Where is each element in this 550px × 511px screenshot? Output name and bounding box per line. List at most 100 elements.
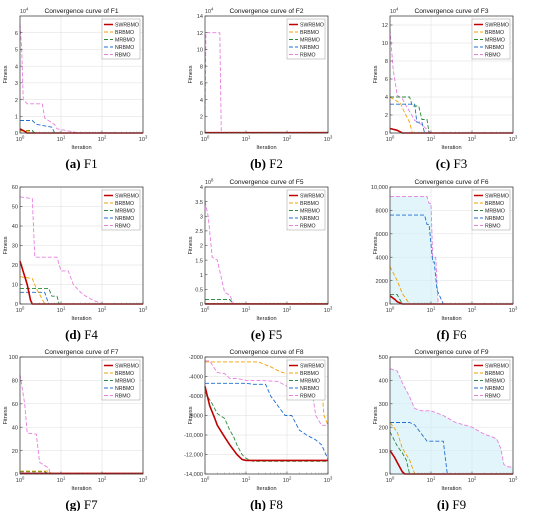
legend-label-swrbmo: SWRBMO bbox=[485, 193, 509, 199]
axes-box bbox=[204, 15, 329, 134]
y-tick-label: 0 bbox=[385, 302, 388, 308]
y-tick-label: 1.5 bbox=[195, 258, 203, 264]
x-tick-label: 100 bbox=[386, 476, 395, 485]
legend-label-brbmo: BRBMO bbox=[300, 201, 319, 207]
y-tick-label: 4 bbox=[200, 185, 203, 191]
legend-label-rbmo: RBMO bbox=[485, 52, 501, 58]
panel-f6: 0 2000 4000 6000 8000 10,000 100 101 102 103 Conve… bbox=[371, 179, 518, 342]
y-tick-label: 3 bbox=[15, 81, 18, 87]
legend-label-nrbmo: NRBMO bbox=[300, 216, 319, 222]
legend-box bbox=[471, 18, 511, 60]
legend-label-nrbmo: NRBMO bbox=[115, 386, 134, 392]
panel-caption: (i) F9 bbox=[437, 497, 466, 511]
x-tick-label: 100 bbox=[201, 135, 210, 144]
y-tick-label: 1 bbox=[15, 114, 18, 120]
panel-caption: (c) F3 bbox=[436, 156, 467, 171]
x-axis-label: Iteration bbox=[256, 486, 276, 492]
x-axis-label: Iteration bbox=[71, 145, 91, 151]
series-line-mrbmo bbox=[389, 431, 513, 475]
x-tick-label: 103 bbox=[509, 135, 518, 144]
y-axis-label: Fitness bbox=[188, 406, 194, 424]
y-tick-label: 14 bbox=[197, 14, 203, 20]
x-tick-label: 103 bbox=[139, 476, 148, 485]
x-tick-label: 103 bbox=[139, 306, 148, 315]
x-axis-label: Iteration bbox=[71, 316, 91, 322]
series-line-swrbmo bbox=[204, 386, 328, 462]
series-line-mrbmo bbox=[20, 287, 143, 305]
legend-label-swrbmo: SWRBMO bbox=[300, 22, 324, 28]
y-axis-label: Fitness bbox=[3, 236, 9, 254]
y-tick-label: 6 bbox=[385, 77, 388, 83]
panel-f1: 0 1 2 3 4 5 6 100 101 102 103 104 Convergence curve … bbox=[3, 7, 148, 171]
legend-label-swrbmo: SWRBMO bbox=[115, 193, 139, 199]
legend-label-nrbmo: NRBMO bbox=[300, 386, 319, 392]
axes-box bbox=[19, 356, 144, 475]
x-tick-label: 101 bbox=[427, 306, 436, 315]
y-tick-label: 8 bbox=[200, 64, 203, 70]
y-axis-label: Fitness bbox=[3, 406, 9, 424]
y-tick-label: 10 bbox=[382, 41, 388, 47]
chart-title: Convergence curve of F7 bbox=[44, 349, 118, 356]
legend-box bbox=[286, 359, 326, 401]
x-tick-label: 101 bbox=[242, 476, 251, 485]
y-tick-label: 2.5 bbox=[195, 229, 203, 235]
y-tick-label: 20 bbox=[12, 263, 18, 269]
panel-caption: (b) F2 bbox=[250, 156, 283, 171]
legend-label-rbmo: RBMO bbox=[300, 223, 316, 229]
chart-title: Convergence curve of F3 bbox=[414, 8, 488, 15]
y-tick-label: 2000 bbox=[376, 279, 388, 285]
chart-title: Convergence curve of F5 bbox=[229, 179, 303, 186]
series-line-rbmo bbox=[389, 368, 513, 468]
y-tick-label: 60 bbox=[12, 402, 18, 408]
y-tick-label: 100 bbox=[379, 449, 388, 455]
legend-label-brbmo: BRBMO bbox=[485, 30, 504, 36]
legend-label-brbmo: BRBMO bbox=[300, 30, 319, 36]
legend-box bbox=[101, 18, 141, 60]
legend-label-nrbmo: NRBMO bbox=[485, 216, 504, 222]
legend-label-swrbmo: SWRBMO bbox=[300, 363, 324, 369]
legend-label-mrbmo: MRBMO bbox=[485, 37, 505, 43]
chart-title: Convergence curve of F1 bbox=[44, 8, 118, 15]
panel-caption: (a) F1 bbox=[65, 156, 97, 171]
y-tick-label: 0 bbox=[200, 131, 203, 137]
series-line-rbmo bbox=[204, 201, 328, 305]
y-tick-label: 12 bbox=[382, 23, 388, 29]
legend-label-mrbmo: MRBMO bbox=[300, 208, 320, 214]
x-tick-label: 101 bbox=[242, 135, 251, 144]
legend-box bbox=[471, 359, 511, 401]
x-tick-label: 101 bbox=[427, 476, 436, 485]
legend-label-brbmo: BRBMO bbox=[115, 201, 134, 207]
y-tick-label: 2 bbox=[200, 114, 203, 120]
axes-box bbox=[19, 15, 144, 134]
y-tick-label: -4000 bbox=[189, 375, 203, 381]
chart-title: Convergence curve of F2 bbox=[229, 8, 303, 15]
y-tick-label: 40 bbox=[12, 224, 18, 230]
rbmo-fill-area bbox=[390, 196, 513, 304]
y-tick-label: -12,000 bbox=[184, 453, 203, 459]
legend-label-nrbmo: NRBMO bbox=[115, 45, 134, 51]
panel-f8: -14,000 -12,000 -10,000 -8000 -6000 -4000 -200… bbox=[184, 349, 333, 511]
x-tick-label: 100 bbox=[386, 306, 395, 315]
panel-f4: 0 10 20 30 40 50 60 100 101 102 103 Iteration Fitnes… bbox=[3, 185, 148, 342]
y-tick-label: -8000 bbox=[189, 414, 203, 420]
y-tick-label: 60 bbox=[12, 185, 18, 191]
x-tick-label: 102 bbox=[98, 306, 107, 315]
panel-f5: 0 0.5 1 1.5 2 2.5 3 3.5 4 100 101 102 103 108 Converge… bbox=[188, 178, 333, 342]
legend-box bbox=[286, 18, 326, 60]
y-tick-label: 6000 bbox=[376, 232, 388, 238]
y-tick-label: -2000 bbox=[189, 355, 203, 361]
y-tick-label: 30 bbox=[12, 244, 18, 250]
x-axis-label: Iteration bbox=[71, 486, 91, 492]
legend-box bbox=[101, 189, 141, 231]
legend-label-mrbmo: MRBMO bbox=[485, 208, 505, 214]
series-line-rbmo bbox=[205, 360, 328, 426]
x-tick-label: 103 bbox=[509, 306, 518, 315]
y-tick-label: 2 bbox=[200, 244, 203, 250]
x-tick-label: 103 bbox=[324, 306, 333, 315]
x-tick-label: 100 bbox=[16, 306, 25, 315]
y-tick-label: 4 bbox=[385, 95, 388, 101]
y-tick-label: 3 bbox=[200, 214, 203, 220]
series-line-rbmo bbox=[19, 24, 144, 134]
y-tick-label: 5 bbox=[15, 48, 18, 54]
